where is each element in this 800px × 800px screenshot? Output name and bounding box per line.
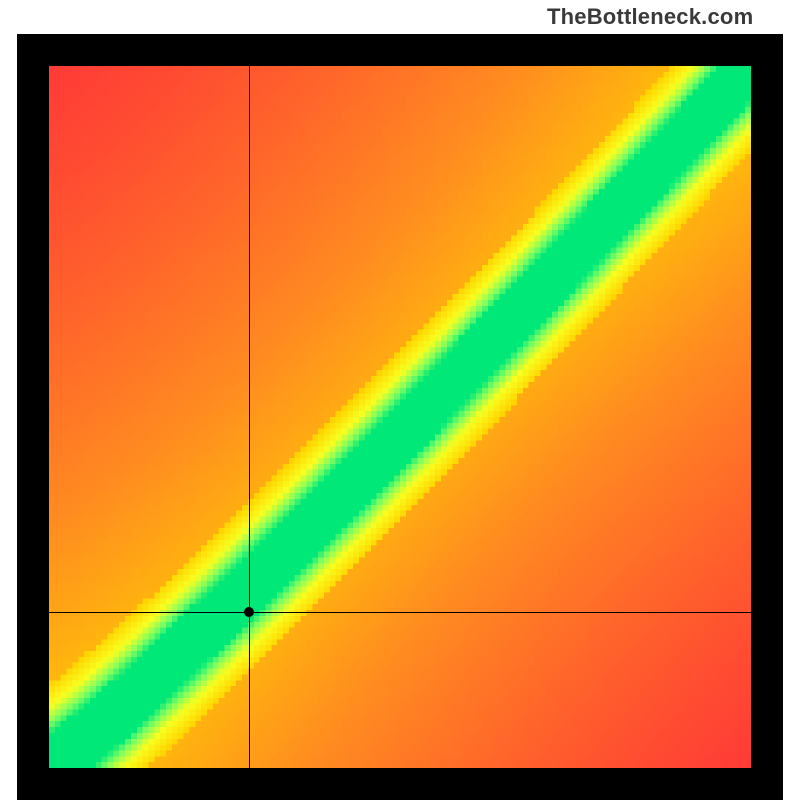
crosshair-horizontal — [49, 612, 751, 613]
plot-frame-bottom — [17, 768, 783, 800]
bottleneck-heatmap — [49, 66, 751, 768]
watermark-text: TheBottleneck.com — [547, 4, 753, 30]
plot-frame-top — [17, 34, 783, 66]
plot-frame-right — [751, 34, 783, 800]
crosshair-vertical — [249, 66, 250, 768]
plot-frame-left — [17, 34, 49, 800]
